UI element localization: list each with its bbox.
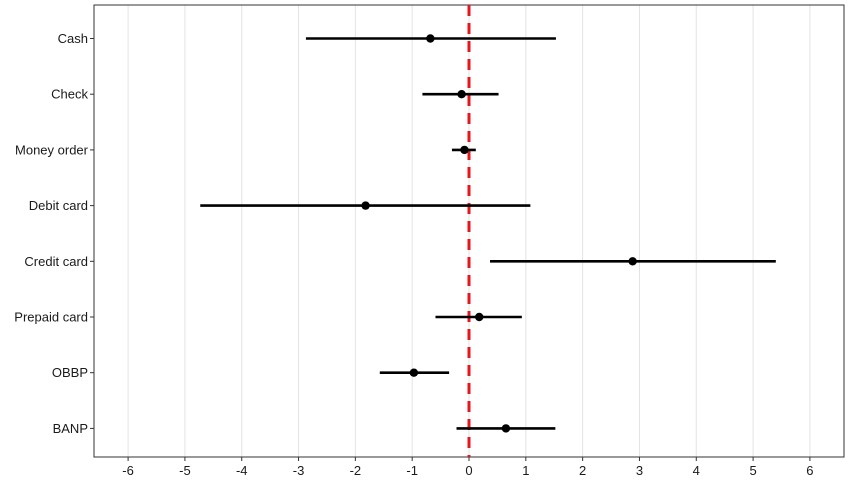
x-tick-label: 1 (522, 463, 529, 478)
axes-group: Cash Check Money order Debit card Credit car… (14, 31, 813, 478)
x-tick-label: 3 (636, 463, 643, 478)
x-tick-label: 5 (749, 463, 756, 478)
x-tick-label: -2 (350, 463, 362, 478)
x-tick-label: 4 (693, 463, 700, 478)
point-estimate (628, 257, 637, 266)
x-tick-label: 0 (465, 463, 472, 478)
y-tick-label: Prepaid card (14, 310, 88, 325)
x-tick-label: -1 (406, 463, 418, 478)
y-tick-label: Debit card (29, 198, 88, 213)
y-tick-label: Credit card (24, 254, 88, 269)
y-tick-label: Check (51, 87, 88, 102)
point-estimate (475, 312, 484, 322)
y-tick-label: BANP (53, 421, 88, 436)
gridlines (127, 5, 811, 457)
x-tick-label: -5 (179, 463, 191, 478)
point-estimate (426, 34, 435, 43)
x-tick-label: -6 (122, 463, 134, 478)
point-estimate (460, 145, 469, 155)
y-tick-label: Money order (15, 142, 89, 157)
x-tick-label: 2 (579, 463, 586, 478)
x-tick-label: -4 (236, 463, 248, 478)
point-estimate (361, 201, 370, 210)
point-estimate (457, 90, 466, 99)
x-tick-label: -3 (293, 463, 305, 478)
estimates-group (200, 34, 776, 433)
y-tick-label: OBBP (52, 365, 88, 380)
point-estimate (409, 368, 419, 377)
x-tick-label: 6 (806, 463, 813, 478)
y-tick-label: Cash (58, 31, 88, 46)
point-estimate (501, 424, 511, 433)
